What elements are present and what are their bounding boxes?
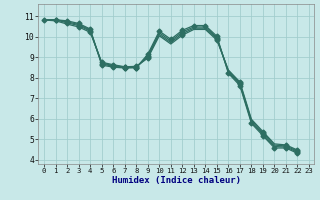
X-axis label: Humidex (Indice chaleur): Humidex (Indice chaleur) (111, 176, 241, 185)
